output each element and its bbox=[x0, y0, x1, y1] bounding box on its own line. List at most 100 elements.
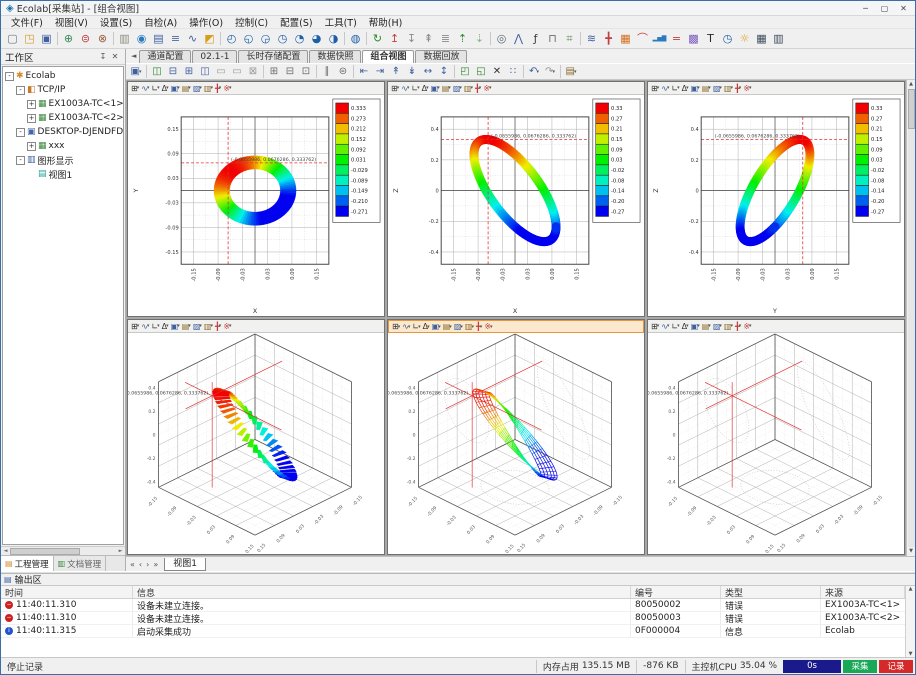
signal-mode-button[interactable]: ∿ ▾ bbox=[660, 82, 670, 94]
output-splitter[interactable] bbox=[1, 571, 915, 574]
parameter-list-button[interactable]: ≡ bbox=[167, 30, 184, 47]
align-bottom-button[interactable]: ↡ bbox=[404, 64, 420, 79]
scroll-right-icon[interactable]: ► bbox=[118, 548, 123, 554]
export-view-button[interactable]: ▤ ▾ bbox=[563, 64, 579, 79]
axis-mode-button[interactable]: ∟ ▾ bbox=[670, 82, 680, 94]
signal-mode-button[interactable]: ∿ ▾ bbox=[140, 82, 150, 94]
page-nav-icon[interactable]: » bbox=[153, 559, 159, 569]
scroll-down-icon[interactable]: ▼ bbox=[908, 651, 913, 657]
layout-a-button[interactable]: ▣ ▾ bbox=[170, 320, 181, 332]
layout-a-button[interactable]: ▣ ▾ bbox=[430, 82, 441, 94]
sidebar-hscrollbar[interactable]: ◄ ► bbox=[1, 546, 125, 555]
collapse-icon[interactable]: - bbox=[16, 127, 25, 137]
grid-mode-button[interactable]: ⊞ ▾ bbox=[650, 82, 660, 94]
layout-d-button[interactable]: ▥ ▾ bbox=[203, 82, 214, 94]
device-warning-button[interactable]: ⊜ bbox=[77, 30, 94, 47]
grid-mode-button[interactable]: ⊞ ▾ bbox=[650, 320, 660, 332]
undo-button[interactable]: ↶ ▾ bbox=[526, 64, 542, 79]
split-pane-button[interactable]: ∥ bbox=[319, 64, 335, 79]
sidebar-tab-active[interactable]: ▤ 工程管理 bbox=[1, 556, 54, 571]
page-nav-icon[interactable]: « bbox=[130, 559, 135, 569]
new-project-button[interactable]: ▢ bbox=[4, 30, 21, 47]
gauge-4-button[interactable]: ◷ bbox=[274, 30, 291, 47]
expand-view-button[interactable]: ◰ bbox=[457, 64, 473, 79]
doc-tab-数据回放[interactable]: 数据回放 bbox=[415, 50, 468, 63]
gauge-2-button[interactable]: ◵ bbox=[240, 30, 257, 47]
gauge-lock-button[interactable]: ◍ bbox=[347, 30, 364, 47]
cursor-mode-button[interactable]: Δ ▾ bbox=[422, 321, 431, 333]
copy-view-button[interactable]: ▥ bbox=[116, 30, 133, 47]
shrink-view-button[interactable]: ◱ bbox=[473, 64, 489, 79]
output-row[interactable]: −11:40:11.310 设备未建立连接。 80050003 错误 EX1003A-T… bbox=[1, 612, 905, 625]
layout-b-button[interactable]: ▤ ▾ bbox=[441, 82, 452, 94]
expand-icon[interactable]: + bbox=[27, 141, 36, 151]
layout-c-button[interactable]: ▨ ▾ bbox=[712, 82, 723, 94]
sidebar-tab-inactive[interactable]: ▥ 文档管理 bbox=[54, 556, 107, 571]
cursor-mode-button[interactable]: Δ ▾ bbox=[161, 82, 170, 94]
align-top-button[interactable]: ↟ bbox=[388, 64, 404, 79]
tile-horizontal-button[interactable]: ◫ bbox=[149, 64, 165, 79]
pin-icon[interactable]: ↧ bbox=[99, 52, 107, 61]
axis-mode-button[interactable]: ∟ ▾ bbox=[150, 320, 160, 332]
signal-mode-button[interactable]: ∿ ▾ bbox=[400, 82, 410, 94]
maximize-button[interactable]: ▢ bbox=[880, 3, 889, 13]
axis-mode-button[interactable]: ∟ ▾ bbox=[411, 321, 421, 333]
data-grid-button[interactable]: ▦ bbox=[753, 30, 770, 47]
grid-color-button[interactable]: ▩ bbox=[685, 30, 702, 47]
tree-item-ex1003a-tc-1-[interactable]: + ▦ EX1003A-TC<1> bbox=[3, 97, 123, 111]
tools-misc-button[interactable]: ※ ▾ bbox=[742, 82, 752, 94]
layout-c-button[interactable]: ▨ ▾ bbox=[192, 82, 203, 94]
tools-misc-button[interactable]: ※ ▾ bbox=[482, 82, 492, 94]
layout-c-button[interactable]: ▨ ▾ bbox=[712, 320, 723, 332]
gauge-6-button[interactable]: ◕ bbox=[308, 30, 325, 47]
cross-tool-button[interactable]: ╋ ▾ bbox=[475, 321, 483, 333]
output-col-来源[interactable]: 来源 bbox=[821, 586, 905, 598]
layout-a-button[interactable]: ▣ ▾ bbox=[431, 321, 442, 333]
close-view-button[interactable]: ✕ bbox=[489, 64, 505, 79]
axis-mode-button[interactable]: ∟ ▾ bbox=[670, 320, 680, 332]
tree-item-xxx[interactable]: + ▦ xxx bbox=[3, 139, 123, 153]
cross-tool-button[interactable]: ╋ ▾ bbox=[734, 82, 742, 94]
layout-b-button[interactable]: ▤ ▾ bbox=[442, 321, 453, 333]
grid-mode-button[interactable]: ⊞ ▾ bbox=[391, 321, 401, 333]
align-right-button[interactable]: ⇥ bbox=[372, 64, 388, 79]
tree-item-图形显示[interactable]: - ▥ 图形显示 bbox=[3, 153, 123, 167]
expand-icon[interactable]: + bbox=[27, 113, 36, 123]
gauge-1-button[interactable]: ◴ bbox=[223, 30, 240, 47]
channel-config-button[interactable]: ▤ bbox=[150, 30, 167, 47]
menu-item[interactable]: 自检(A) bbox=[144, 18, 178, 29]
tools-misc-button[interactable]: ※ ▾ bbox=[483, 321, 493, 333]
remove-pane-button[interactable]: ⊟ bbox=[282, 64, 298, 79]
close-button[interactable]: ✕ bbox=[900, 3, 907, 13]
cursor-mode-button[interactable]: Δ ▾ bbox=[161, 320, 170, 332]
search-zoom-button[interactable]: ◎ bbox=[493, 30, 510, 47]
grid-mode-button[interactable]: ⊞ ▾ bbox=[130, 320, 140, 332]
cross-tool-button[interactable]: ╋ ▾ bbox=[734, 320, 742, 332]
layout-c-button[interactable]: ▨ ▾ bbox=[192, 320, 203, 332]
function-fx-button[interactable]: ƒ bbox=[527, 30, 544, 47]
doc-tab-数据快照[interactable]: 数据快照 bbox=[309, 50, 362, 63]
layout-b-button[interactable]: ▤ ▾ bbox=[181, 82, 192, 94]
cursor-mode-button[interactable]: Δ ▾ bbox=[421, 82, 430, 94]
gauge-7-button[interactable]: ◑ bbox=[325, 30, 342, 47]
gp-tool-button[interactable]: ⌗ bbox=[561, 30, 578, 47]
window-a-button[interactable]: ▭ bbox=[213, 64, 229, 79]
plot-canvas-mode-3d-wireframe[interactable]: (-0.0655986, 0.0676286, 0.333762) -0.15 -0… bbox=[388, 333, 644, 554]
doc-tab-组合视图[interactable]: 组合视图 bbox=[362, 50, 415, 63]
layout-c-button[interactable]: ▨ ▾ bbox=[452, 82, 463, 94]
cross-tool-button[interactable]: ╋ ▾ bbox=[214, 320, 222, 332]
dual-line-button[interactable]: = bbox=[668, 30, 685, 47]
layout-d-button[interactable]: ▥ ▾ bbox=[463, 82, 474, 94]
view-sheet-tab[interactable]: 视图1 bbox=[164, 557, 206, 571]
cross-tool-button[interactable]: ╋ ▾ bbox=[214, 82, 222, 94]
data-grid-alt-button[interactable]: ▥ bbox=[770, 30, 787, 47]
save-project-button[interactable]: ▣ bbox=[38, 30, 55, 47]
layout-a-button[interactable]: ▣ ▾ bbox=[170, 82, 181, 94]
brightness-button[interactable]: ☼ bbox=[736, 30, 753, 47]
menu-item[interactable]: 操作(O) bbox=[189, 18, 224, 29]
plot-canvas-mode-3d-axes[interactable]: (-0.0655986, 0.0676286, 0.333762) -0.15 -0… bbox=[648, 333, 904, 554]
add-pane-button[interactable]: ⊞ bbox=[266, 64, 282, 79]
clock-button[interactable]: ◷ bbox=[719, 30, 736, 47]
grid-mode-button[interactable]: ⊞ ▾ bbox=[130, 82, 140, 94]
page-up-button[interactable]: ⇞ bbox=[420, 30, 437, 47]
